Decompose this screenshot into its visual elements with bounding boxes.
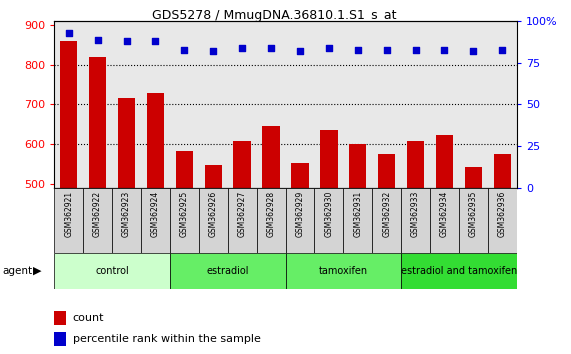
Text: GSM362923: GSM362923 [122,191,131,237]
Bar [54,188,83,253]
Text: GSM362924: GSM362924 [151,191,160,237]
Bar [54,312,66,325]
Text: GSM362922: GSM362922 [93,191,102,237]
Bar [176,151,193,188]
Bar [234,141,251,188]
Text: ▶: ▶ [33,266,42,276]
Bar [459,188,488,253]
Bar [407,141,424,188]
Point [238,45,247,51]
Text: GSM362932: GSM362932 [382,191,391,237]
Bar [199,188,228,253]
Point [353,47,363,52]
Bar [89,57,106,188]
Text: control: control [95,266,129,276]
Bar [228,188,256,253]
Text: estradiol: estradiol [207,266,249,276]
Bar [83,188,112,253]
Bar [60,41,77,188]
Bar [436,135,453,188]
Bar [493,154,511,188]
Bar [372,188,401,253]
Bar [488,188,517,253]
Text: GSM362921: GSM362921 [64,191,73,237]
Bar [401,253,517,289]
Point [151,38,160,44]
Bar [256,188,286,253]
Text: GSM362926: GSM362926 [209,191,218,237]
Bar [315,188,343,253]
Text: GSM362931: GSM362931 [353,191,362,237]
Point [469,48,478,54]
Text: GSM362934: GSM362934 [440,191,449,237]
Text: GSM362933: GSM362933 [411,191,420,237]
Bar [170,253,286,289]
Point [411,47,420,52]
Bar [465,167,482,188]
Bar [378,154,395,188]
Text: GSM362928: GSM362928 [267,191,276,237]
Bar [112,188,141,253]
Point [498,47,507,52]
Point [440,47,449,52]
Text: GSM362925: GSM362925 [180,191,189,237]
Bar [291,164,309,188]
Text: GSM362935: GSM362935 [469,191,478,237]
Bar [401,188,430,253]
Bar [54,332,66,346]
Text: tamoxifen: tamoxifen [319,266,368,276]
Point [64,30,73,36]
Bar [343,188,372,253]
Point [180,47,189,52]
Text: estradiol and tamoxifen: estradiol and tamoxifen [401,266,517,276]
Point [295,48,304,54]
Text: GSM362930: GSM362930 [324,191,333,237]
Text: agent: agent [3,266,33,276]
Point [382,47,391,52]
Bar [430,188,459,253]
Point [122,38,131,44]
Text: count: count [73,313,104,323]
Bar [118,98,135,188]
Text: percentile rank within the sample: percentile rank within the sample [73,334,260,344]
Point [93,37,102,42]
Point [208,48,218,54]
Point [267,45,276,51]
Text: GDS5278 / MmugDNA.36810.1.S1_s_at: GDS5278 / MmugDNA.36810.1.S1_s_at [152,9,396,22]
Bar [286,253,401,289]
Bar [147,92,164,188]
Text: GSM362929: GSM362929 [295,191,304,237]
Bar [263,126,280,188]
Bar [286,188,315,253]
Bar [141,188,170,253]
Bar [349,144,367,188]
Bar [204,165,222,188]
Bar [170,188,199,253]
Text: GSM362936: GSM362936 [498,191,507,237]
Bar [320,130,337,188]
Bar [54,253,170,289]
Text: GSM362927: GSM362927 [238,191,247,237]
Point [324,45,333,51]
